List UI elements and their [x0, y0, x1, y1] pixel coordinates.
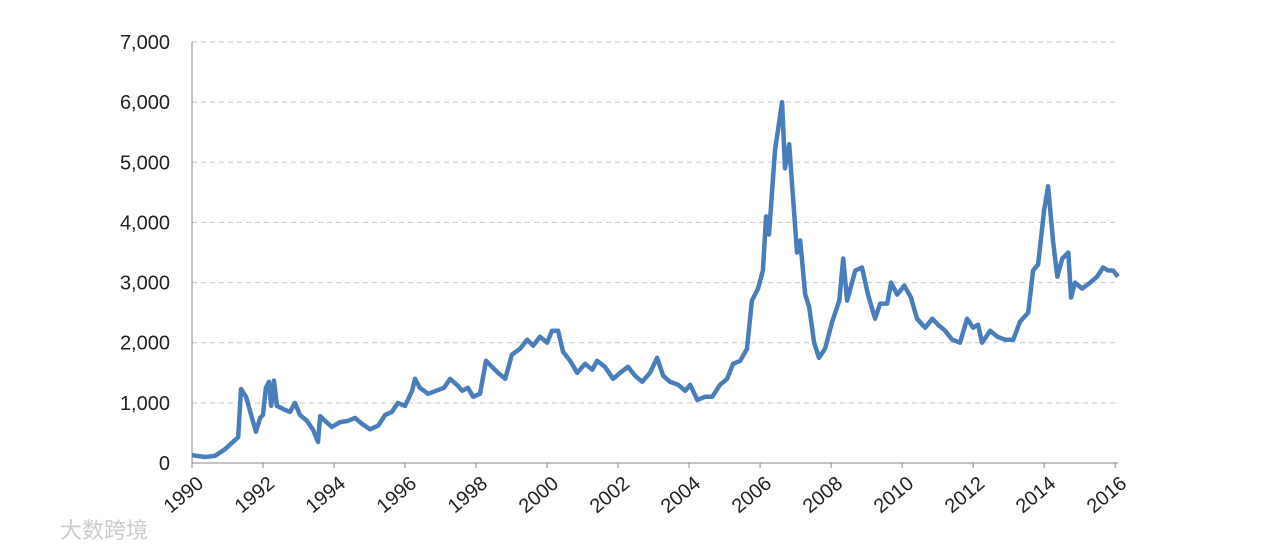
- x-tick-label: 1992: [231, 472, 279, 517]
- y-tick-label: 6,000: [120, 92, 170, 114]
- y-tick-label: 1,000: [120, 393, 170, 415]
- x-tick-label: 2012: [941, 472, 989, 517]
- y-tick-label: 0: [159, 453, 170, 475]
- x-tick-label: 2004: [657, 472, 705, 517]
- x-tick-label: 2014: [1012, 472, 1060, 517]
- x-tick-label: 2008: [799, 472, 847, 517]
- x-tick-label: 2000: [515, 472, 563, 517]
- y-tick-label: 4,000: [120, 212, 170, 234]
- x-tick-label: 2002: [586, 472, 634, 517]
- line: [191, 99, 1120, 460]
- y-tick-label: 7,000: [120, 32, 170, 54]
- x-tick-label: 2016: [1083, 472, 1131, 517]
- x-tick-label: 1990: [160, 472, 208, 517]
- y-tick-label: 3,000: [120, 273, 170, 295]
- x-tick-label: 1996: [373, 472, 421, 517]
- watermark: 大数跨境: [60, 518, 148, 543]
- x-tick-label: 2010: [870, 472, 918, 517]
- x-tick-label: 1998: [444, 472, 492, 517]
- y-tick-label: 2,000: [120, 333, 170, 355]
- x-tick-label: 1994: [302, 472, 350, 517]
- x-tick-label: 2006: [728, 472, 776, 517]
- y-tick-label: 5,000: [120, 152, 170, 174]
